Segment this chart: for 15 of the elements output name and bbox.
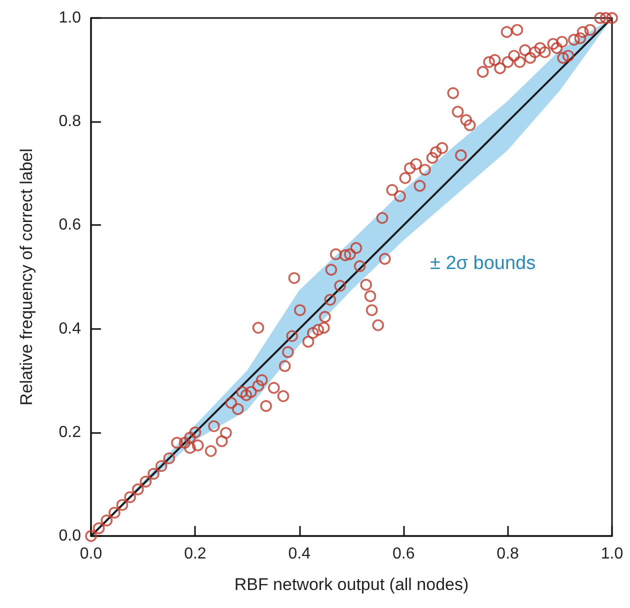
- x-tick-label: 0.8: [496, 546, 520, 562]
- y-tick-label: 0.4: [58, 320, 82, 338]
- x-tick-label: 0.4: [288, 546, 311, 562]
- x-tick-label: 0.0: [80, 546, 102, 562]
- x-tick-label: 1.0: [600, 546, 624, 562]
- y-tick-label: 0.0: [58, 528, 82, 544]
- y-tick-label: 0.2: [58, 424, 82, 441]
- y-axis-title: Relative frequency of correct label: [17, 148, 36, 406]
- annotation: ± 2σ bounds: [430, 253, 536, 274]
- x-axis-title: RBF network output (all nodes): [234, 575, 469, 594]
- x-tick-label: 0.2: [184, 546, 206, 562]
- x-tick-label: 0.6: [392, 546, 415, 562]
- y-tick-label: 1.0: [58, 10, 82, 26]
- y-tick-label: 0.6: [58, 216, 82, 234]
- y-tick-label: 0.8: [58, 113, 82, 130]
